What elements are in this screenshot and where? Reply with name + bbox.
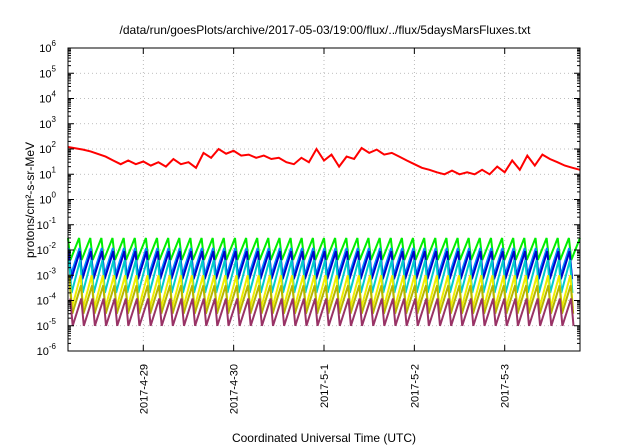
y-axis-label: protons/cm²-s-sr-MeV bbox=[23, 142, 37, 258]
y-tick-label: 10-3 bbox=[37, 266, 57, 282]
y-tick-label: 10-2 bbox=[37, 241, 57, 257]
x-tick-label: 2017-4-30 bbox=[229, 364, 241, 414]
flux-band-line bbox=[69, 298, 575, 327]
x-tick-label: 2017-5-1 bbox=[319, 364, 331, 408]
y-tick-label: 102 bbox=[39, 140, 56, 156]
chart-title: /data/run/goesPlots/archive/2017-05-03/1… bbox=[120, 23, 532, 37]
series-line bbox=[67, 146, 581, 176]
y-tick-label: 10-5 bbox=[37, 317, 57, 333]
flux-band-line bbox=[68, 275, 574, 309]
flux-band-line bbox=[67, 247, 573, 276]
x-tick-label: 2017-5-2 bbox=[409, 364, 421, 408]
flux-band-line bbox=[67, 250, 574, 280]
y-tick-label: 101 bbox=[39, 165, 56, 181]
y-tick-label: 103 bbox=[39, 115, 56, 131]
y-tick-label: 100 bbox=[39, 191, 56, 207]
x-axis: 2017-4-29 2017-4-30 2017-5-1 2017-5-2 2017-5… bbox=[138, 48, 512, 414]
y-tick-label: 105 bbox=[39, 64, 56, 80]
y-tick-label: 10-4 bbox=[37, 292, 57, 308]
y-axis: 10-6 10-5 10-4 10-3 10-2 10-1 100 101 102 103 104 1… bbox=[37, 39, 580, 358]
x-tick-label: 2017-4-29 bbox=[138, 364, 150, 414]
x-tick-label: 2017-5-3 bbox=[500, 364, 512, 408]
x-axis-label: Coordinated Universal Time (UTC) bbox=[232, 431, 416, 445]
y-tick-label: 106 bbox=[39, 39, 56, 55]
y-tick-label: 104 bbox=[39, 90, 56, 106]
y-tick-label: 10-6 bbox=[37, 342, 57, 358]
plot-area bbox=[67, 146, 581, 327]
flux-band-line bbox=[68, 285, 575, 314]
y-tick-label: 10-1 bbox=[37, 216, 57, 232]
flux-band-line bbox=[68, 259, 574, 294]
